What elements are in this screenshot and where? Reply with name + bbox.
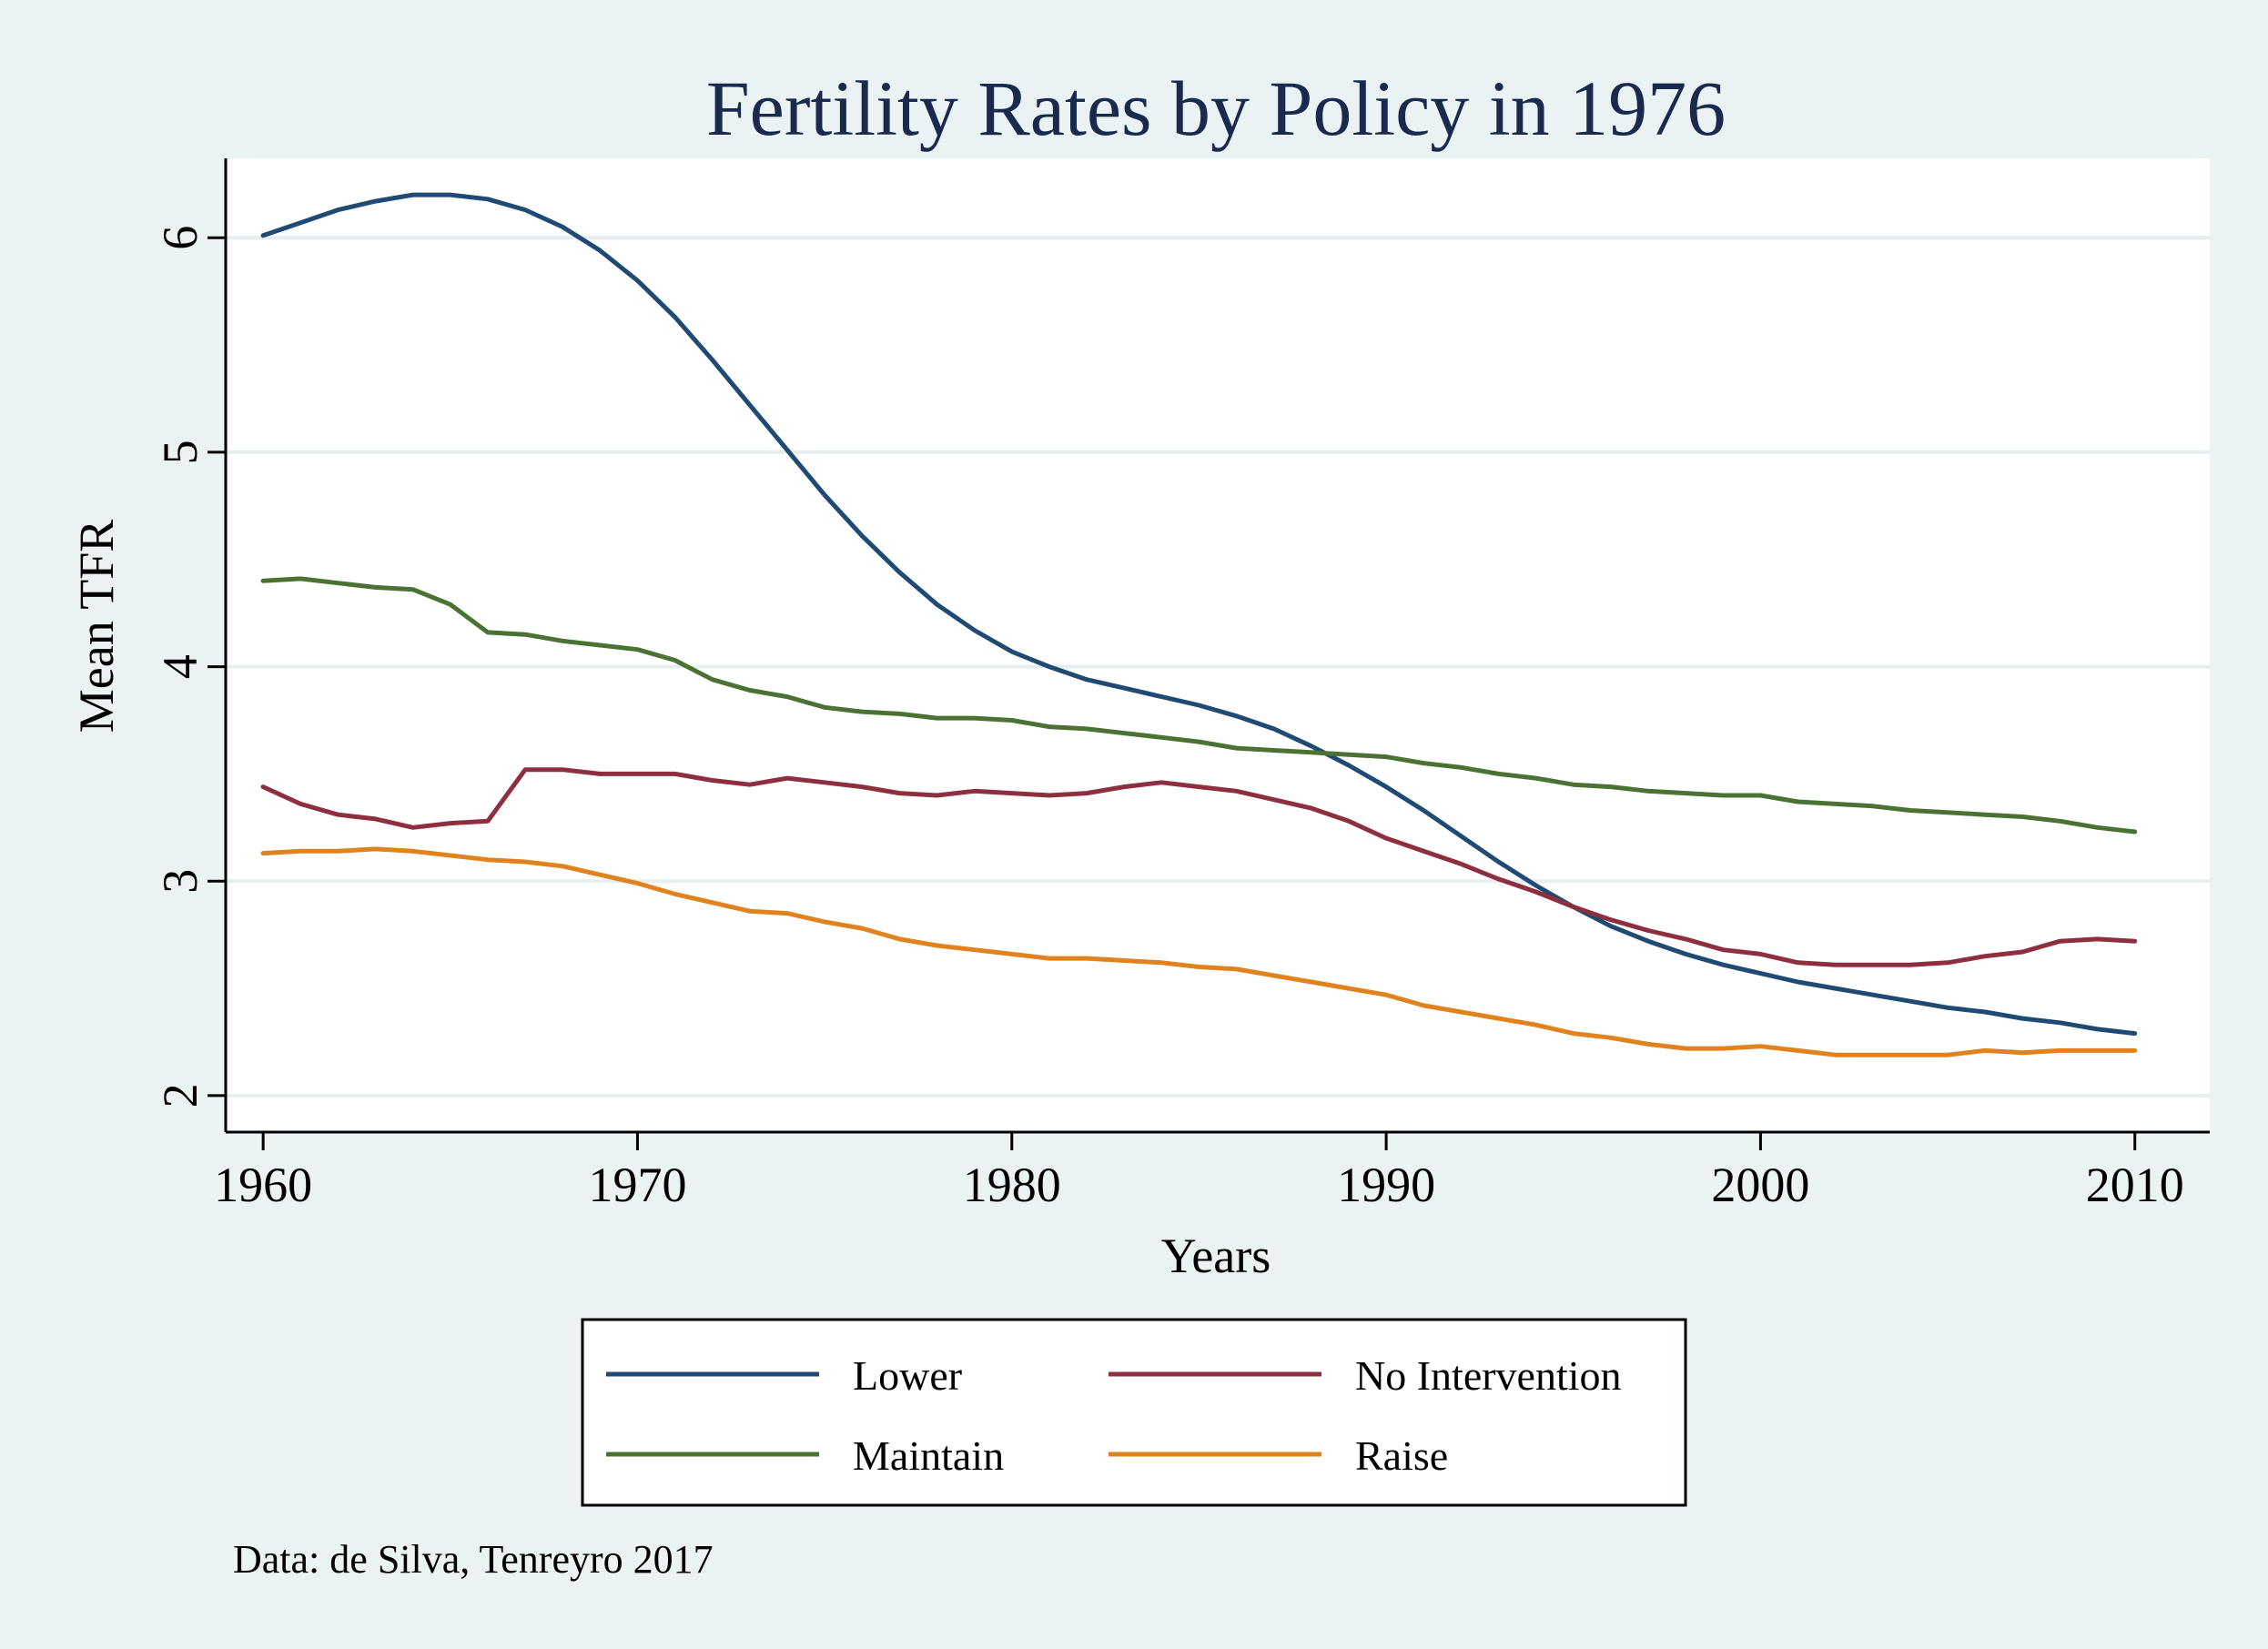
legend-box <box>581 1318 1687 1507</box>
series-line-lower <box>260 192 2138 1037</box>
x-tick-label-1980: 1980 <box>963 1158 1061 1212</box>
legend-label-lower: Lower <box>853 1352 962 1399</box>
chart-title: Fertility Rates by Policy in 1976 <box>706 65 1726 152</box>
y-tick-label-4: 4 <box>153 654 208 679</box>
y-tick-label-3: 3 <box>153 869 208 894</box>
plot-area <box>226 158 2210 1132</box>
series-line-no-intervention <box>260 767 2138 967</box>
series-group <box>260 192 2138 1057</box>
legend-label-maintain: Maintain <box>853 1432 1004 1479</box>
legend-label-no-intervention: No Intervention <box>1355 1352 1622 1399</box>
axes: 2 3 4 5 6 1960 1970 1980 1990 2000 2010 <box>153 158 2210 1212</box>
series-line-maintain <box>260 576 2138 835</box>
y-tick-label-2: 2 <box>153 1083 208 1108</box>
x-tick-label-1960: 1960 <box>214 1158 312 1212</box>
legend-label-raise: Raise <box>1355 1432 1448 1479</box>
x-tick-label-1970: 1970 <box>588 1158 686 1212</box>
y-axis-title: Mean TFR <box>69 520 124 733</box>
y-tick-label-6: 6 <box>153 226 208 250</box>
y-tick-label-5: 5 <box>153 440 208 464</box>
grid-lines <box>226 236 2210 1098</box>
series-line-raise <box>260 846 2138 1057</box>
data-source-note: Data: de Silva, Tenreyro 2017 <box>233 1537 714 1582</box>
x-axis-title: Years <box>1161 1229 1271 1283</box>
legend: Lower No Intervention Maintain Raise <box>581 1318 1687 1507</box>
x-tick-label-2000: 2000 <box>1711 1158 1809 1212</box>
x-tick-label-1990: 1990 <box>1337 1158 1435 1212</box>
x-tick-label-2010: 2010 <box>2086 1158 2184 1212</box>
